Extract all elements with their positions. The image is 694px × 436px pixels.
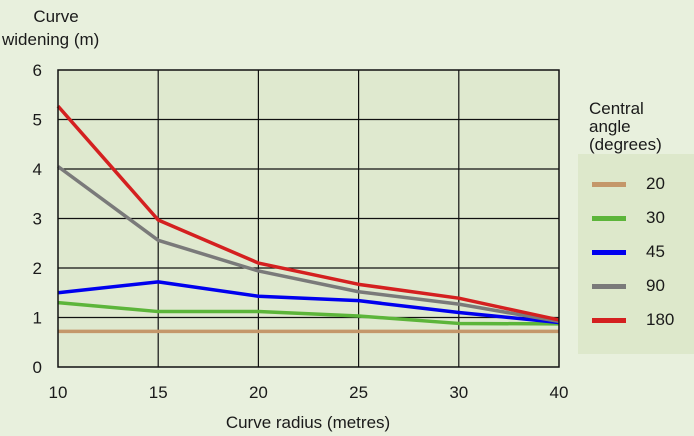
legend-item: 45: [592, 242, 692, 262]
y-tick-labels: 0 1 2 3 4 5 6: [33, 61, 42, 377]
y-axis-title-line: Curve: [33, 7, 78, 26]
y-tick-label: 6: [33, 61, 42, 80]
legend-swatch: [592, 318, 626, 323]
legend-label: 45: [646, 242, 665, 261]
y-tick-label: 4: [33, 160, 42, 179]
legend-swatch: [592, 182, 626, 187]
y-tick-label: 2: [33, 259, 42, 278]
legend-label: 20: [646, 174, 665, 193]
y-tick-label: 1: [33, 309, 42, 328]
legend-swatch: [592, 216, 626, 221]
x-tick-label: 15: [149, 383, 168, 402]
legend-swatch: [592, 284, 626, 289]
y-tick-label: 5: [33, 111, 42, 130]
legend-label: 30: [646, 208, 665, 227]
series-line-45: [57, 280, 560, 325]
legend-swatch: [592, 250, 626, 255]
legend-item: 20: [592, 174, 692, 194]
x-tick-labels: 10 15 20 25 30 40: [49, 383, 569, 402]
x-tick-label: 30: [449, 383, 468, 402]
series-line-90: [56, 165, 560, 324]
x-tick-label: 40: [550, 383, 569, 402]
legend-label: 180: [646, 310, 675, 329]
y-tick-label: 0: [33, 358, 42, 377]
legend-item: 90: [592, 276, 692, 296]
x-tick-label: 25: [349, 383, 368, 402]
legend-item: 180: [592, 310, 692, 330]
series-line-30: [57, 300, 560, 326]
legend-label: 90: [646, 276, 665, 295]
x-tick-label: 20: [249, 383, 268, 402]
y-axis-title-line: widening (m): [1, 30, 99, 49]
x-tick-label: 10: [49, 383, 68, 402]
series-lines: [56, 104, 560, 334]
y-axis-title: Curve widening (m): [1, 7, 99, 49]
y-tick-label: 3: [33, 210, 42, 229]
legend-item: 30: [592, 208, 692, 228]
legend-title: Central angle (degrees): [589, 99, 662, 154]
plot-frame: [57, 69, 560, 368]
x-axis-title: Curve radius (metres): [226, 413, 390, 432]
grid-lines: [58, 70, 559, 367]
series-line-180: [56, 104, 560, 322]
